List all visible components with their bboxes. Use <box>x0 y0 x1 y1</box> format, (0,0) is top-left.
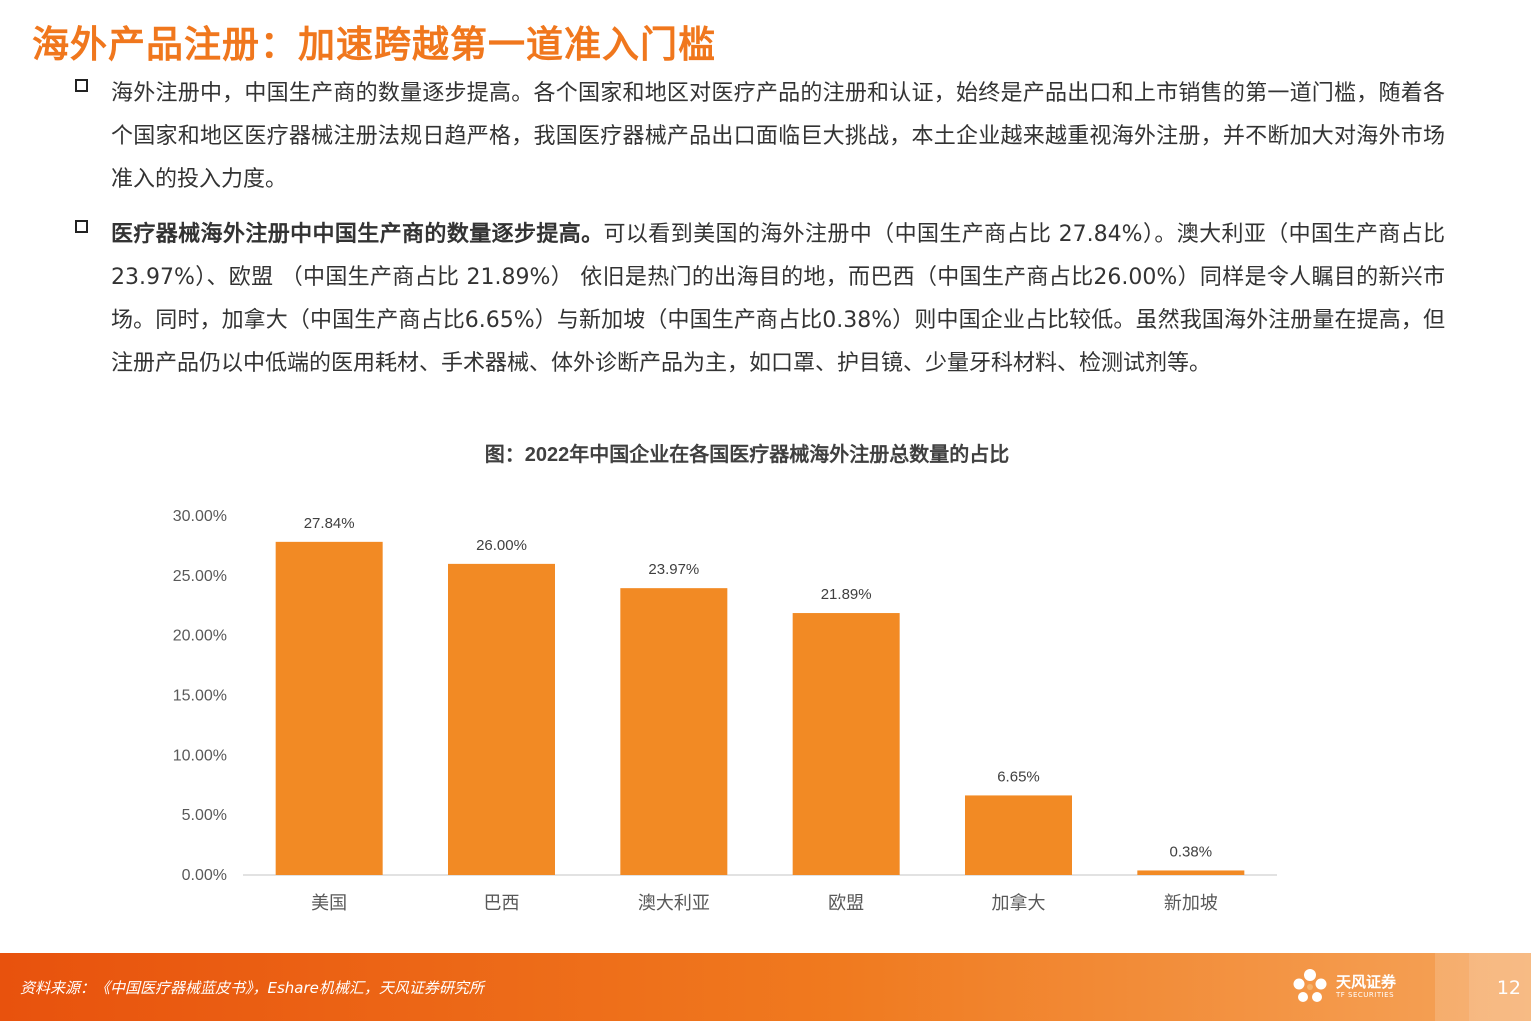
x-tick-label: 欧盟 <box>828 893 864 913</box>
source-note: 资料来源：《中国医疗器械蓝皮书》，Eshare机械汇，天风证券研究所 <box>20 979 484 997</box>
bar-2 <box>448 563 555 875</box>
data-label: 27.84% <box>304 515 355 532</box>
footer: 资料来源：《中国医疗器械蓝皮书》，Eshare机械汇，天风证券研究所 天风证券 … <box>0 953 1531 1021</box>
bar-6 <box>1137 870 1245 875</box>
page-number-box <box>1435 953 1531 1021</box>
tf-logo: 天风证券 TF SECURITIES <box>1290 965 1396 1009</box>
bullet-1-text: 海外注册中，中国生产商的数量逐步提高。各个国家和地区对医疗产品的注册和认证，始终… <box>111 81 1445 192</box>
y-tick-label: 25.00% <box>173 568 227 585</box>
x-tick-label: 澳大利亚 <box>638 893 710 913</box>
bullet-2-text: 医疗器械海外注册中中国生产商的数量逐步提高。可以看到美国的海外注册中（中国生产商… <box>111 213 1445 385</box>
y-tick-label: 5.00% <box>182 807 227 824</box>
y-tick-label: 10.00% <box>173 747 227 764</box>
bar-1 <box>275 541 383 875</box>
data-label: 26.00% <box>476 537 527 554</box>
square-bullet-icon <box>75 220 88 233</box>
bullet-1: 海外注册中，中国生产商的数量逐步提高。各个国家和地区对医疗产品的注册和认证，始终… <box>75 72 1445 201</box>
logo-name-en: TF SECURITIES <box>1336 991 1395 999</box>
tf-flower-icon <box>1293 969 1327 1002</box>
bar-4 <box>792 613 900 875</box>
y-tick-label: 30.00% <box>173 508 227 525</box>
bar-3 <box>620 588 728 875</box>
x-tick-label: 美国 <box>311 893 347 913</box>
logo-name-cn: 天风证券 <box>1336 973 1397 991</box>
data-label: 6.65% <box>997 768 1040 785</box>
bar-chart: 0.00% 5.00% 10.00% 15.00% 20.00% 25.00% 30.00%… <box>173 508 1277 913</box>
page-title: 海外产品注册：加速跨越第一道准入门槛 <box>32 23 716 66</box>
bullet-2: 医疗器械海外注册中中国生产商的数量逐步提高。可以看到美国的海外注册中（中国生产商… <box>75 213 1445 385</box>
x-tick-label: 新加坡 <box>1164 893 1218 913</box>
page-number: 12 <box>1496 977 1521 999</box>
x-tick-label: 巴西 <box>484 893 520 913</box>
data-label: 21.89% <box>821 586 872 603</box>
bullet-2-bold: 医疗器械海外注册中中国生产商的数量逐步提高。 <box>111 222 604 247</box>
y-tick-label: 0.00% <box>182 867 227 884</box>
square-bullet-icon <box>75 79 88 92</box>
bar-5 <box>965 795 1072 875</box>
data-label: 23.97% <box>648 561 699 578</box>
y-tick-label: 20.00% <box>173 628 227 645</box>
data-label: 0.38% <box>1170 843 1213 860</box>
chart-title: 图：2022年中国企业在各国医疗器械海外注册总数量的占比 <box>484 444 1010 466</box>
y-tick-label: 15.00% <box>173 688 227 705</box>
bullet-2-body: 可以看到美国的海外注册中（中国生产商占比 27.84%）。澳大利亚（中国生产商占… <box>111 222 1445 376</box>
x-tick-label: 加拿大 <box>992 892 1046 913</box>
